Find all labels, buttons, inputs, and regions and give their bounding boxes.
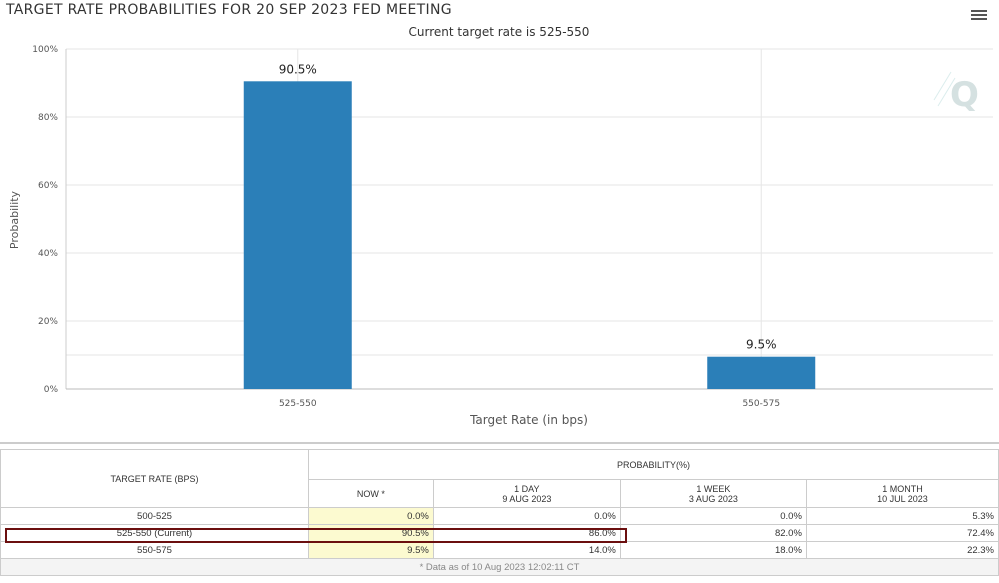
rate-cell: 550-575 [0, 541, 309, 559]
table-row: 500-525 0.0% 0.0% 0.0% 5.3% [0, 507, 999, 525]
watermark-logo-icon: Q [933, 71, 979, 115]
y-axis-label: Probability [8, 190, 21, 249]
footnote: * Data as of 10 Aug 2023 12:02:11 CT [0, 558, 999, 576]
page-title: TARGET RATE PROBABILITIES FOR 20 SEP 202… [6, 2, 452, 18]
probability-cell: 9.5% [307, 541, 434, 559]
divider [0, 442, 999, 444]
column-date: 9 AUG 2023 [502, 493, 552, 504]
probability-cell: 22.3% [805, 541, 999, 559]
probability-cell: 72.4% [805, 524, 999, 542]
probability-cell: 0.0% [619, 507, 807, 525]
bar-chart: Current target rate is 525-550 0% 20% 40% 6… [8, 25, 993, 427]
table-row: 550-575 9.5% 14.0% 18.0% 22.3% [0, 541, 999, 559]
bar-525-550[interactable] [243, 81, 352, 390]
probability-cell: 5.3% [805, 507, 999, 525]
column-label: 1 WEEK [696, 483, 731, 494]
x-axis-label: Target Rate (in bps) [469, 413, 588, 427]
probability-cell: 82.0% [619, 524, 807, 542]
x-tick-label: 525-550 [279, 399, 317, 409]
column-date: 10 JUL 2023 [877, 493, 928, 504]
probability-table: TARGET RATE (BPS) PROBABILITY(%) NOW * 1 … [0, 449, 999, 576]
hamburger-menu-icon[interactable] [971, 8, 987, 22]
column-label: 1 MONTH [882, 483, 923, 494]
y-tick-label: 60% [38, 181, 58, 191]
y-tick-label: 100% [32, 45, 58, 55]
probability-cell: 0.0% [432, 507, 621, 525]
table-row: 525-550 (Current) 90.5% 86.0% 82.0% 72.4% [0, 524, 999, 542]
bar-data-label: 9.5% [746, 338, 777, 352]
rate-cell: 500-525 [0, 507, 309, 525]
probability-cell: 90.5% [307, 524, 434, 542]
column-header: 1 DAY 9 AUG 2023 [432, 479, 621, 508]
y-tick-label: 20% [38, 317, 58, 327]
svg-text:Q: Q [950, 75, 979, 115]
probability-cell: 0.0% [307, 507, 434, 525]
x-tick-label: 550-575 [742, 399, 780, 409]
column-header: NOW * [307, 479, 434, 508]
chart-subtitle: Current target rate is 525-550 [409, 25, 590, 39]
probability-cell: 18.0% [619, 541, 807, 559]
y-tick-label: 80% [38, 113, 58, 123]
column-label: NOW * [356, 488, 385, 499]
column-header: 1 MONTH 10 JUL 2023 [805, 479, 999, 508]
column-date: 3 AUG 2023 [688, 493, 738, 504]
probability-header: PROBABILITY(%) [307, 449, 999, 480]
column-label: 1 DAY [514, 483, 540, 494]
y-tick-label: 40% [38, 249, 58, 259]
rate-cell: 525-550 (Current) [0, 524, 309, 542]
y-tick-label: 0% [44, 385, 59, 395]
probability-cell: 86.0% [432, 524, 621, 542]
column-header: 1 WEEK 3 AUG 2023 [619, 479, 807, 508]
target-rate-header: TARGET RATE (BPS) [0, 449, 309, 508]
bar-data-label: 90.5% [279, 62, 317, 76]
bar-550-575[interactable] [707, 356, 816, 389]
probability-cell: 14.0% [432, 541, 621, 559]
